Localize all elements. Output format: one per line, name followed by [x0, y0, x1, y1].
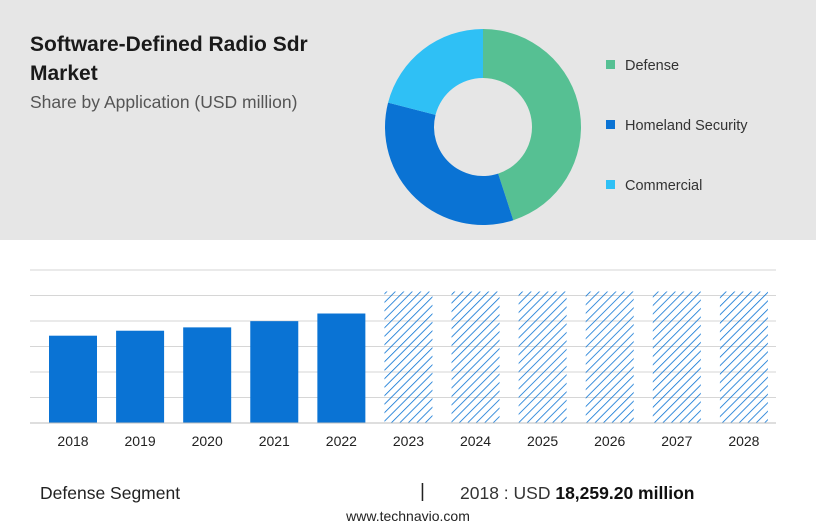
segment-label: Defense Segment — [40, 483, 181, 503]
bar-2023 — [384, 291, 433, 423]
footer-separator: | — [420, 481, 425, 502]
legend-swatch-homeland-security — [606, 120, 615, 129]
bar-2027 — [652, 291, 701, 423]
donut-chart — [385, 29, 581, 225]
x-tick-label-2026: 2026 — [594, 433, 625, 449]
x-tick-label-2027: 2027 — [661, 433, 692, 449]
chart-title: Software-Defined Radio Sdr Market — [30, 33, 308, 85]
x-tick-label-2022: 2022 — [326, 433, 357, 449]
source-link[interactable]: www.technavio.com — [346, 508, 470, 524]
legend-swatch-commercial — [606, 180, 615, 189]
legend-label-homeland-security: Homeland Security — [625, 118, 748, 134]
donut-slice-commercial — [388, 29, 483, 115]
bar-2020 — [183, 327, 232, 423]
bar-2019 — [116, 330, 165, 423]
segment-value-amount: 18,259.20 million — [555, 483, 695, 503]
bar-2022 — [317, 313, 366, 423]
bar-2028 — [719, 291, 768, 423]
legend-swatch-defense — [606, 60, 615, 69]
bar-2021 — [250, 321, 299, 423]
x-tick-label-2021: 2021 — [259, 433, 290, 449]
bar-2018 — [49, 335, 97, 423]
x-tick-label-2020: 2020 — [192, 433, 223, 449]
bar-chart: 2018 2019 2020 2021 2022 2023 2024 2025 2026 2027… — [30, 269, 776, 449]
bar-2025 — [518, 291, 567, 423]
legend-label-defense: Defense — [625, 58, 680, 74]
legend-item-defense: Defense — [606, 58, 679, 74]
legend-item-commercial: Commercial — [606, 178, 702, 194]
donut-slice-defense — [483, 29, 581, 221]
donut-slice-homeland-security — [385, 102, 514, 225]
x-tick-label-2018: 2018 — [57, 433, 88, 449]
bar-2026 — [585, 291, 634, 423]
x-tick-label-2019: 2019 — [125, 433, 156, 449]
legend-item-homeland-security: Homeland Security — [606, 118, 748, 134]
bar-2024 — [451, 291, 500, 423]
x-tick-label-2025: 2025 — [527, 433, 558, 449]
x-tick-label-2028: 2028 — [728, 433, 759, 449]
segment-value-prefix: 2018 : USD — [460, 483, 551, 503]
legend-label-commercial: Commercial — [625, 178, 703, 194]
segment-value: 2018 : USD 18,259.20 million — [460, 483, 694, 504]
chart-subtitle: Share by Application (USD million) — [30, 92, 298, 112]
x-tick-label-2023: 2023 — [393, 433, 424, 449]
x-tick-label-2024: 2024 — [460, 433, 491, 449]
